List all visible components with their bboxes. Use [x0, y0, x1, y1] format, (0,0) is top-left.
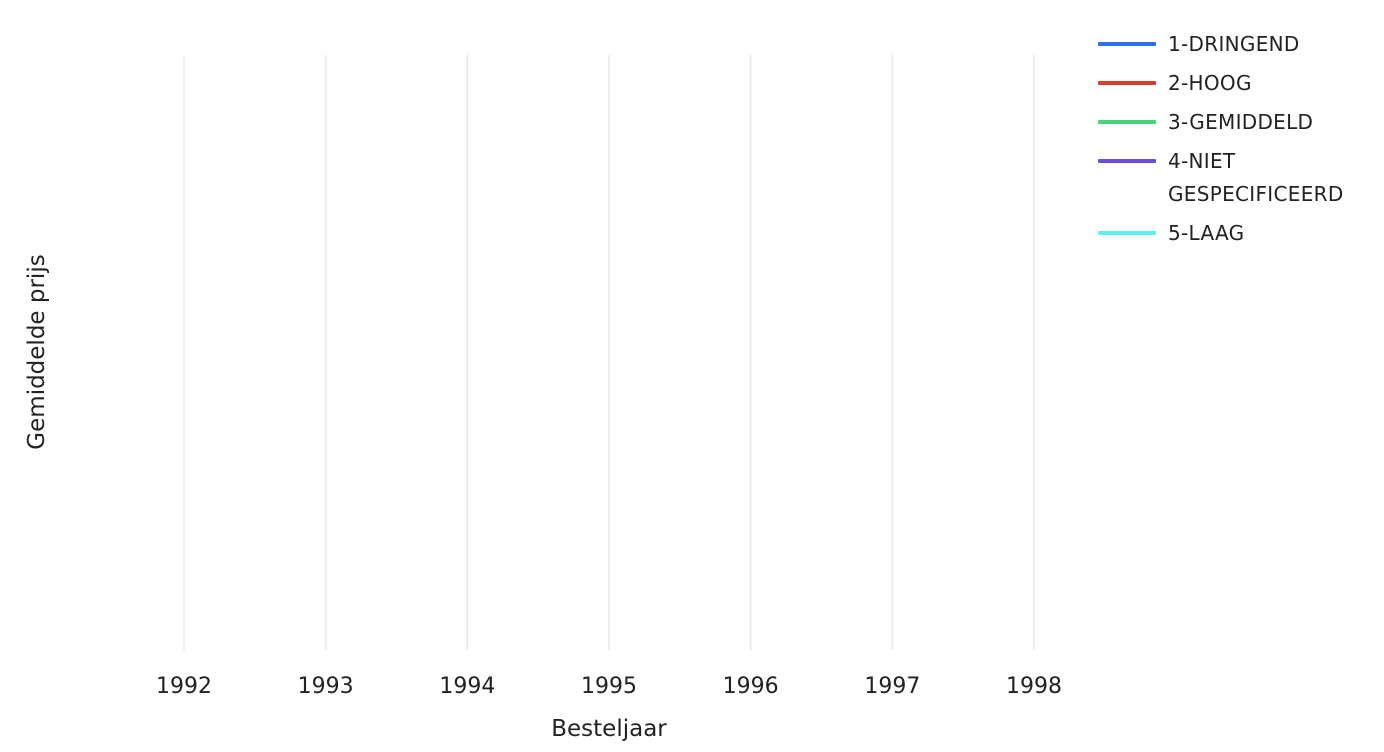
legend-label: 1-DRINGEND [1168, 32, 1300, 56]
legend-item: 2-HOOG [1098, 67, 1384, 100]
legend-label: 5-LAAG [1168, 221, 1245, 245]
legend-swatch [1098, 120, 1156, 124]
y-axis-title: Gemiddelde prijs [24, 254, 50, 449]
x-tick-label: 1992 [156, 674, 212, 699]
x-axis-ticks: 1992 1993 1994 1995 1996 1997 1998 [156, 674, 1062, 699]
legend-label: 3-GEMIDDELD [1168, 110, 1314, 134]
x-tick-label: 1995 [581, 674, 637, 699]
legend-item: 5-LAAG [1098, 217, 1384, 250]
x-tick-label: 1996 [723, 674, 779, 699]
legend-swatch [1098, 231, 1156, 235]
legend-label: 2-HOOG [1168, 71, 1252, 95]
legend-label: 4-NIET GESPECIFICEERD [1168, 149, 1344, 206]
legend-swatch [1098, 42, 1156, 46]
legend-item: 3-GEMIDDELD [1098, 106, 1384, 139]
x-axis-title: Besteljaar [551, 716, 667, 742]
x-tick-label: 1993 [298, 674, 354, 699]
x-tick-label: 1994 [439, 674, 495, 699]
x-tick-label: 1998 [1006, 674, 1062, 699]
legend-item: 1-DRINGEND [1098, 28, 1384, 61]
grid-lines [183, 55, 1035, 650]
legend-swatch [1098, 159, 1156, 163]
legend-swatch [1098, 81, 1156, 85]
legend: 1-DRINGEND 2-HOOG 3-GEMIDDELD 4-NIET GESPEC… [1098, 28, 1384, 256]
x-tick-label: 1997 [864, 674, 920, 699]
legend-item: 4-NIET GESPECIFICEERD [1098, 145, 1384, 211]
